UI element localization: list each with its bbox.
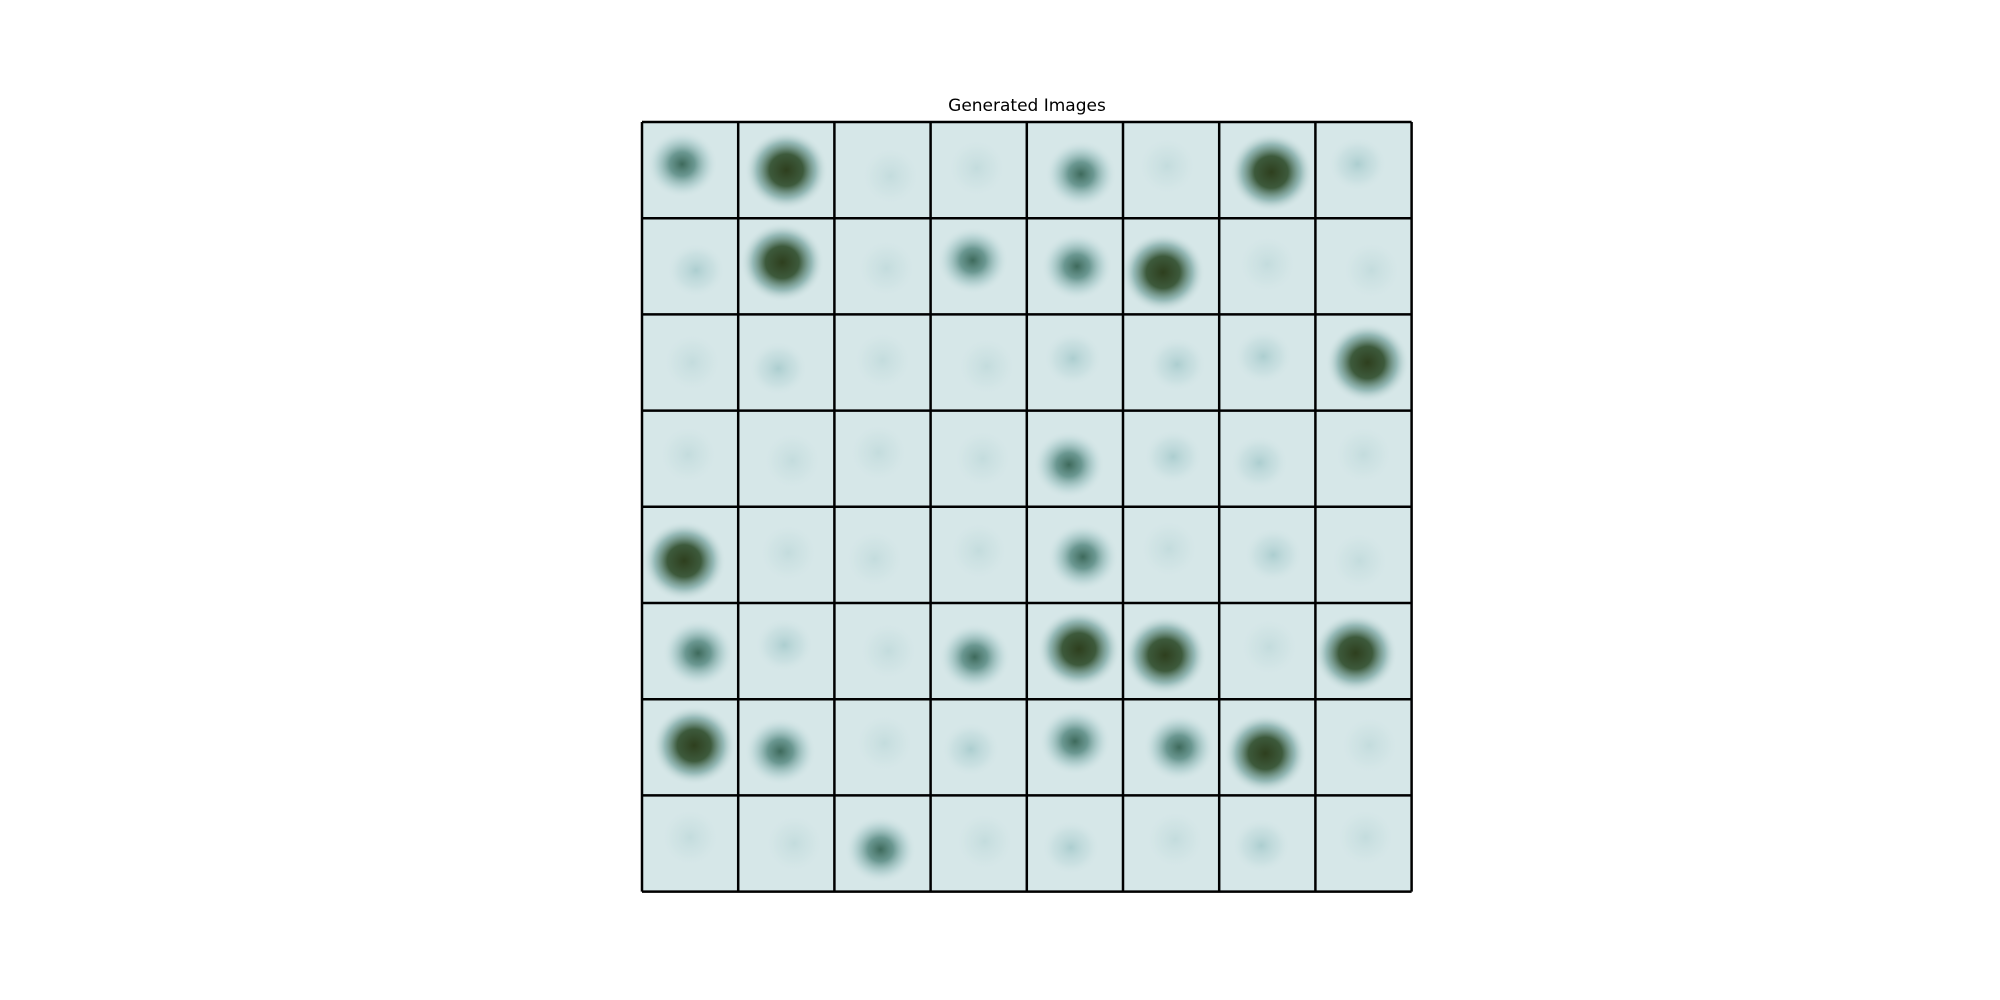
blob [1223, 713, 1308, 794]
blob [642, 520, 727, 601]
blob [848, 422, 909, 483]
title: Generated Images [948, 96, 1106, 116]
blob [1231, 817, 1292, 874]
blob [1040, 819, 1101, 876]
blob [662, 619, 735, 688]
image-grid [640, 120, 1413, 893]
blob [858, 621, 919, 682]
blob [844, 815, 917, 884]
blob [946, 138, 1007, 199]
blob [1123, 615, 1208, 696]
blob [860, 146, 921, 207]
blob [1038, 707, 1111, 776]
blob [854, 713, 915, 774]
blob [1335, 807, 1396, 868]
blob [1325, 322, 1410, 403]
blob [764, 813, 825, 874]
blob [1139, 518, 1200, 579]
blob [744, 130, 829, 211]
blob [1143, 428, 1204, 485]
blob [1046, 522, 1119, 591]
blob [1121, 232, 1206, 313]
blob [948, 520, 1009, 581]
blob [1233, 328, 1294, 385]
blob [758, 522, 819, 583]
blob [1147, 336, 1208, 393]
blob [1333, 424, 1394, 485]
blob [652, 705, 737, 786]
blob [660, 807, 721, 868]
blob [954, 811, 1015, 872]
blob [852, 330, 913, 391]
blob [956, 336, 1017, 397]
blob [1329, 530, 1390, 591]
blob [762, 430, 823, 491]
blob [1143, 713, 1216, 782]
blob [1036, 609, 1121, 690]
blob [936, 226, 1009, 295]
blob [658, 424, 719, 485]
blob [1145, 809, 1206, 870]
blob [1042, 330, 1103, 387]
blob [1339, 715, 1400, 776]
blob [646, 130, 719, 199]
blob [856, 238, 917, 299]
blob [1327, 136, 1388, 193]
blob [754, 617, 815, 674]
blob [1044, 140, 1117, 209]
blob [666, 242, 727, 299]
blob [1243, 526, 1304, 583]
blob [1239, 617, 1300, 678]
blob [938, 623, 1011, 692]
blob [1313, 613, 1398, 694]
blob [1040, 232, 1113, 301]
blob [1229, 434, 1290, 491]
blob [1237, 234, 1298, 295]
blob [1341, 240, 1402, 301]
blob [1032, 430, 1105, 499]
blob [1137, 136, 1198, 197]
blob [1229, 132, 1314, 213]
blob [952, 428, 1013, 489]
blob [748, 340, 809, 397]
blob [940, 721, 1001, 778]
blob [744, 717, 817, 786]
blob [844, 528, 905, 589]
blob [662, 332, 723, 393]
blob [740, 222, 825, 303]
